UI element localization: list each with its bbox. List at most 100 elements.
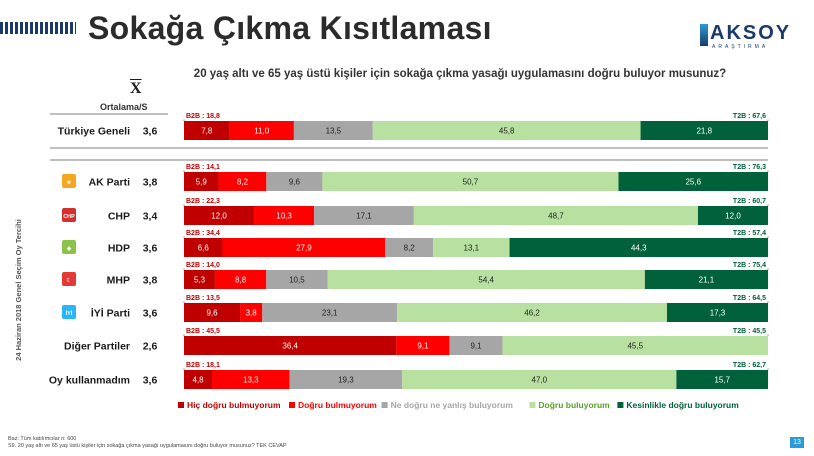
data-label: 17,3 <box>710 309 726 318</box>
bar-segment <box>509 238 768 257</box>
legend-entry: Hiç doğru bulmuyorum <box>187 400 281 410</box>
data-label: 25,6 <box>685 178 701 187</box>
legend-swatch <box>381 402 388 408</box>
legend-entry: Kesinlikle doğru buluyorum <box>626 400 739 410</box>
bar-segment <box>214 270 267 289</box>
footer-base: Baz: Tüm katılımcılar n: 600 <box>8 436 77 442</box>
data-label: 9,1 <box>417 342 429 351</box>
b2b-label: B2B : 13,5 <box>186 295 220 302</box>
bar-segment <box>314 206 414 225</box>
bar-segment <box>396 336 450 355</box>
data-label: 46,2 <box>524 309 540 318</box>
bar-segment <box>372 121 641 140</box>
title-accent-bar <box>0 22 76 34</box>
data-label: 3,8 <box>246 309 258 318</box>
average-value: 2,6 <box>143 341 158 353</box>
bar-segment <box>184 270 215 289</box>
data-label: 6,6 <box>198 244 210 253</box>
category-label: Oy kullanmadım <box>49 375 130 387</box>
bar-segment <box>413 206 698 225</box>
category-label: AK Parti <box>89 177 131 189</box>
data-label: 47,0 <box>532 376 548 385</box>
party-logo-icon <box>62 305 76 319</box>
data-label: 8,2 <box>237 178 249 187</box>
bar-segment <box>640 121 768 140</box>
chart-question: 20 yaş altı ve 65 yaş üstü kişiler için … <box>193 68 727 80</box>
bar-segment <box>502 336 768 355</box>
bar-segment <box>289 370 403 389</box>
bar-segment <box>184 206 255 225</box>
average-value: 3,8 <box>143 275 158 287</box>
category-label: Türkiye Geneli <box>58 126 130 138</box>
b2b-label: B2B : 45,5 <box>186 328 220 335</box>
data-label: 10,5 <box>289 276 305 285</box>
bar-segment <box>676 370 768 389</box>
party-logo-icon <box>62 272 76 286</box>
logo-sub: ARAŞTIRMA <box>712 44 769 50</box>
data-label: 9,1 <box>470 342 482 351</box>
category-label: MHP <box>107 275 130 287</box>
data-label: 27,9 <box>296 244 312 253</box>
data-label: 5,9 <box>196 178 208 187</box>
bar-segment <box>218 172 267 191</box>
b2b-label: B2B : 22,3 <box>186 198 220 205</box>
party-logo-icon <box>62 174 76 188</box>
average-value: 3,4 <box>143 211 158 223</box>
party-logo-icon-glyph: İYİ <box>66 310 73 317</box>
average-value: 3,6 <box>143 126 158 138</box>
legend-swatch <box>617 402 624 408</box>
page-number: 13 <box>790 437 804 448</box>
category-label: CHP <box>108 211 130 223</box>
logo-mark-icon <box>700 24 708 46</box>
data-label: 9,6 <box>206 309 218 318</box>
legend-entry: Doğru bulmuyorum <box>298 400 377 410</box>
data-label: 15,7 <box>714 376 730 385</box>
bar-segment <box>618 172 768 191</box>
b2b-label: B2B : 18,1 <box>186 362 220 369</box>
bar-segment <box>184 303 241 322</box>
party-logo-icon-glyph: CHP <box>63 214 75 220</box>
data-label: 45,5 <box>627 342 643 351</box>
data-label: 7,8 <box>201 127 213 136</box>
data-label: 21,8 <box>696 127 712 136</box>
data-label: 10,3 <box>276 212 292 221</box>
bar-segment <box>240 303 263 322</box>
t2b-label: T2B : 76,3 <box>733 164 766 171</box>
t2b-label: T2B : 60,7 <box>733 198 766 205</box>
t2b-label: T2B : 62,7 <box>733 362 766 369</box>
data-label: 4,8 <box>192 376 204 385</box>
page-title: Sokağa Çıkma Kısıtlaması <box>88 10 492 46</box>
category-label: HDP <box>108 243 130 255</box>
b2b-label: B2B : 18,8 <box>186 113 220 120</box>
legend-swatch <box>178 402 184 408</box>
bar-segment <box>402 370 677 389</box>
data-label: 12,0 <box>725 212 741 221</box>
average-symbol: X <box>130 80 142 97</box>
average-value: 3,6 <box>143 308 158 320</box>
bar-segment <box>266 172 323 191</box>
bar-segment <box>254 206 315 225</box>
party-logo-icon-glyph: ☾ <box>67 277 72 284</box>
t2b-label: T2B : 45,5 <box>733 328 766 335</box>
t2b-label: T2B : 57,4 <box>733 230 766 237</box>
party-logo-icon <box>62 208 76 222</box>
data-label: 50,7 <box>463 178 479 187</box>
bar-segment <box>262 303 398 322</box>
bar-segment <box>212 370 290 389</box>
b2b-label: B2B : 34,4 <box>186 230 220 237</box>
bar-segment <box>229 121 294 140</box>
bar-segment <box>184 370 213 389</box>
bar-segment <box>322 172 619 191</box>
legend-entry: Doğru buluyorum <box>538 400 610 410</box>
bar-segment <box>644 270 768 289</box>
bar-segment <box>266 270 328 289</box>
data-label: 9,6 <box>289 178 301 187</box>
b2b-label: B2B : 14,0 <box>186 262 220 269</box>
bar-segment <box>222 238 386 257</box>
bar-segment <box>184 121 230 140</box>
bar-segment <box>397 303 667 322</box>
average-value: 3,6 <box>143 243 158 255</box>
bar-segment <box>184 238 223 257</box>
aksoy-logo: AKSOY ARAŞTIRMA <box>700 22 800 52</box>
